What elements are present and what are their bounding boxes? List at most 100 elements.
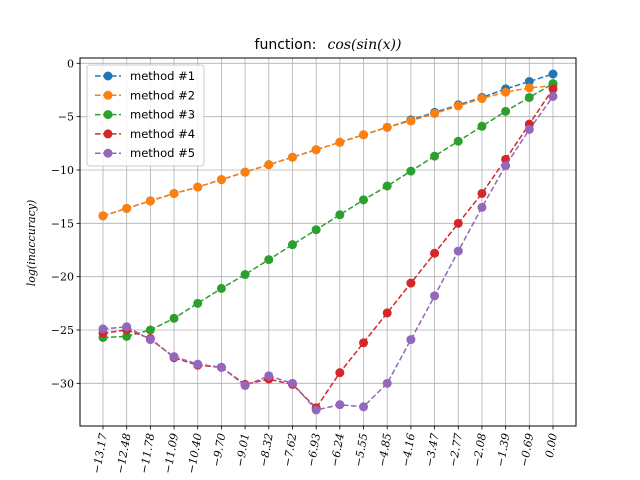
data-point bbox=[287, 378, 297, 388]
legend-label: method #3 bbox=[130, 108, 195, 122]
x-tick-label: −13.17 bbox=[90, 432, 110, 474]
data-point bbox=[145, 325, 155, 335]
data-point bbox=[287, 240, 297, 250]
data-point bbox=[193, 359, 203, 369]
data-point bbox=[122, 331, 132, 341]
data-point bbox=[477, 202, 487, 212]
data-point bbox=[169, 313, 179, 323]
legend: method #1 method #2 method #3 method #4 meth… bbox=[86, 64, 205, 167]
data-point bbox=[240, 167, 250, 177]
y-tick-label: −10 bbox=[51, 164, 74, 177]
grid bbox=[80, 58, 576, 426]
x-tick-label: −10.40 bbox=[185, 432, 205, 474]
data-point bbox=[453, 246, 463, 256]
plot-frame bbox=[79, 57, 577, 427]
legend-label: method #5 bbox=[130, 146, 195, 160]
data-point bbox=[477, 121, 487, 131]
data-point bbox=[311, 405, 321, 415]
data-point bbox=[264, 160, 274, 170]
data-point bbox=[359, 402, 369, 412]
data-point bbox=[311, 225, 321, 235]
data-point bbox=[524, 76, 534, 86]
data-point bbox=[430, 151, 440, 161]
x-tick-label: −12.48 bbox=[114, 432, 134, 474]
data-point bbox=[406, 278, 416, 288]
data-point bbox=[216, 362, 226, 372]
data-point bbox=[430, 248, 440, 258]
data-point bbox=[453, 218, 463, 228]
data-point bbox=[122, 203, 132, 213]
data-point bbox=[335, 210, 345, 220]
chart-title: function: cos(sin(x)) bbox=[255, 34, 402, 53]
x-tick-label: −4.85 bbox=[376, 432, 395, 467]
data-point bbox=[406, 116, 416, 126]
series-line bbox=[102, 82, 554, 339]
x-tick-label: −4.16 bbox=[399, 432, 418, 467]
data-point bbox=[145, 196, 155, 206]
chart-title-prefix: function: bbox=[255, 37, 317, 53]
data-point bbox=[359, 195, 369, 205]
data-point bbox=[216, 175, 226, 185]
y-tick-label: −25 bbox=[51, 324, 74, 337]
y-tick-label: −30 bbox=[51, 377, 74, 390]
legend-marker bbox=[103, 129, 113, 139]
x-tick-label: 0.00 bbox=[543, 432, 560, 458]
legend-marker bbox=[103, 148, 113, 158]
data-point bbox=[335, 137, 345, 147]
y-axis: 0 −5 −10 −15 −20 −25 −30 bbox=[51, 57, 80, 390]
data-point bbox=[501, 106, 511, 116]
legend-marker bbox=[103, 90, 113, 100]
y-tick-label: −20 bbox=[51, 271, 74, 284]
data-point bbox=[548, 84, 558, 94]
data-point bbox=[264, 255, 274, 265]
x-tick-label: −9.70 bbox=[210, 432, 229, 467]
data-point bbox=[335, 368, 345, 378]
data-point bbox=[548, 91, 558, 101]
data-point bbox=[477, 94, 487, 104]
data-point bbox=[406, 166, 416, 176]
data-point bbox=[524, 124, 534, 134]
series-layer bbox=[98, 69, 558, 415]
x-tick-label: −11.09 bbox=[161, 432, 181, 474]
data-point bbox=[501, 87, 511, 97]
data-point bbox=[382, 122, 392, 132]
data-point bbox=[406, 335, 416, 345]
data-point bbox=[359, 338, 369, 348]
data-point bbox=[145, 335, 155, 345]
data-point bbox=[98, 211, 108, 221]
data-point bbox=[193, 182, 203, 192]
x-tick-label: −6.93 bbox=[304, 432, 323, 467]
data-point bbox=[240, 270, 250, 280]
x-tick-label: −9.01 bbox=[233, 432, 252, 467]
data-point bbox=[216, 283, 226, 293]
data-point bbox=[524, 92, 534, 102]
data-point bbox=[501, 161, 511, 171]
x-tick-label: −3.47 bbox=[423, 432, 442, 467]
data-point bbox=[477, 188, 487, 198]
data-point bbox=[287, 152, 297, 162]
legend-label: method #1 bbox=[130, 69, 195, 83]
y-tick-label: −15 bbox=[51, 217, 74, 230]
x-tick-label: −0.69 bbox=[518, 432, 537, 467]
x-tick-label: −11.78 bbox=[137, 432, 157, 474]
data-point bbox=[122, 322, 132, 332]
series-group bbox=[98, 79, 558, 342]
data-point bbox=[240, 380, 250, 390]
x-tick-label: −5.55 bbox=[352, 432, 371, 467]
data-point bbox=[453, 101, 463, 111]
data-point bbox=[264, 371, 274, 381]
data-point bbox=[430, 108, 440, 118]
data-point bbox=[311, 145, 321, 155]
x-tick-label: −7.62 bbox=[281, 432, 300, 467]
data-point bbox=[430, 291, 440, 301]
x-tick-label: −2.08 bbox=[470, 432, 489, 467]
x-tick-label: −6.24 bbox=[328, 432, 347, 467]
x-axis: −13.17 −12.48 −11.78 −11.09 −10.40 −9.70 −9.01… bbox=[90, 426, 560, 475]
legend-marker bbox=[103, 71, 113, 81]
data-point bbox=[382, 308, 392, 318]
y-axis-label: log(inaccuracy) bbox=[25, 200, 38, 287]
y-tick-label: −5 bbox=[58, 111, 74, 124]
data-point bbox=[169, 352, 179, 362]
data-point bbox=[169, 188, 179, 198]
